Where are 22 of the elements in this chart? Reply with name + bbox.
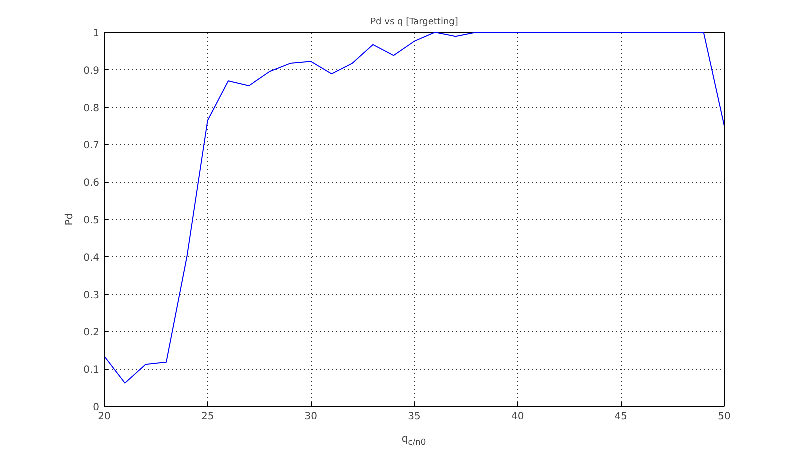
x-tick-label: 30: [304, 412, 318, 422]
y-tick-label: 0.4: [84, 252, 100, 264]
x-tick-label: 45: [614, 412, 628, 422]
y-tick-label: 0.5: [84, 216, 100, 226]
y-tick-label: 0.3: [84, 290, 100, 302]
x-tick-label: 40: [511, 412, 524, 422]
y-tick-label: 0.6: [84, 178, 100, 190]
x-tick-label: 50: [718, 412, 731, 422]
x-axis-title: q$_{c/n0}$: [400, 433, 428, 449]
y-tick-label: 0.7: [84, 140, 100, 152]
chart-title: Pd vs q [Targetting]: [370, 18, 458, 28]
y-tick-label: 1: [93, 28, 100, 40]
x-tick-label: 25: [201, 412, 214, 422]
y-axis-title: Pd: [64, 213, 76, 226]
x-tick-label: 20: [98, 412, 111, 422]
y-tick-label: 0.1: [84, 365, 100, 376]
y-tick-label: 0.9: [84, 66, 100, 77]
y-tick-label: 0: [93, 402, 100, 414]
line-series: [104, 32, 724, 384]
x-tick-label: 35: [408, 412, 421, 422]
y-tick-label: 0.8: [84, 103, 100, 114]
y-tick-label: 0.2: [84, 328, 100, 339]
